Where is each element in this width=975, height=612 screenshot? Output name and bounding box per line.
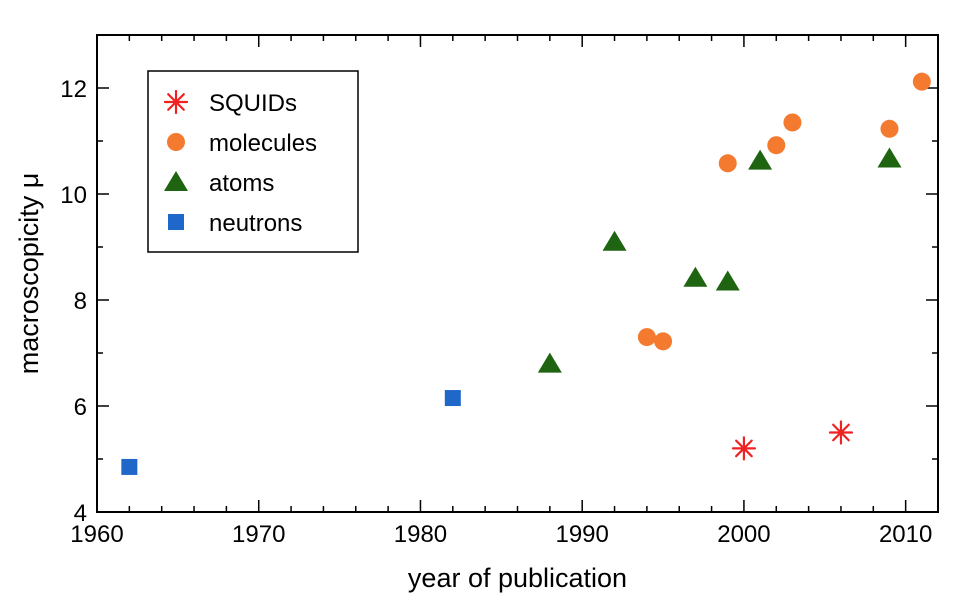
asterisk-stroke [167,93,185,111]
x-tick-label: 2010 [879,521,932,548]
y-tick-label: 4 [74,500,87,527]
point-molecules [912,72,931,91]
y-tick-label: 10 [60,182,87,209]
legend-label-neutrons: neutrons [209,210,302,237]
asterisk-stroke [832,423,850,442]
x-tick-label: 1960 [70,521,123,548]
point-molecules [718,154,737,173]
point-atoms [602,230,627,251]
x-tick-label: 1990 [555,521,608,548]
point-atoms [877,147,902,168]
axes: 1960 1970 1980 1990 2000 2010 4 6 8 10 12 year of p… [14,34,939,593]
point-atoms [537,352,562,373]
y-tick-label: 6 [74,394,87,421]
asterisk-stroke [735,439,753,458]
point-molecules [637,328,656,347]
point-atoms [715,270,740,291]
point-molecules [654,332,673,351]
point-squids [828,420,854,445]
point-neutrons [121,458,138,475]
point-neutrons [444,390,461,407]
y-tick-label: 12 [60,76,87,103]
x-tick-label: 1980 [394,521,447,548]
legend: SQUIDs molecules atoms neutrons [147,70,359,253]
y-tick-label: 8 [74,288,87,315]
point-molecules [767,136,786,155]
x-tick-label: 1970 [232,521,285,548]
x-axis-title: year of publication [408,563,627,593]
point-squids [731,436,757,461]
point-atoms [748,149,773,170]
point-molecules [880,119,899,138]
x-tick-label: 2000 [717,521,770,548]
legend-marker-atoms [164,171,188,191]
legend-marker-squids [163,89,189,115]
legend-label-squids: SQUIDs [209,90,297,117]
data-marks [121,72,931,475]
legend-marker-neutrons [168,214,184,230]
y-axis-title: macroscopicity μ [14,173,44,375]
point-atoms [683,266,708,287]
legend-label-atoms: atoms [209,170,274,197]
legend-marker-molecules [167,133,185,151]
legend-label-molecules: molecules [209,130,317,157]
point-molecules [783,113,802,132]
